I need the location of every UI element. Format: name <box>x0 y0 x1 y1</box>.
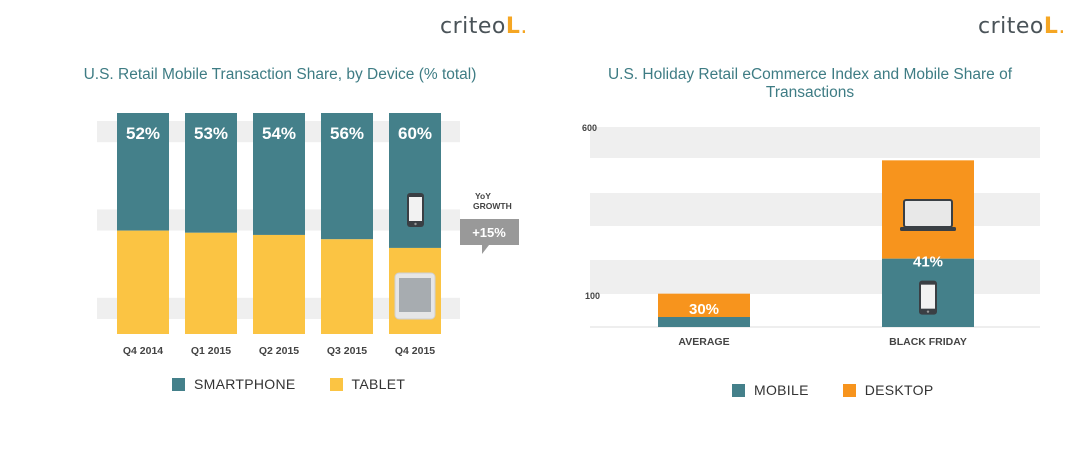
bar-value-label: 54% <box>262 124 296 143</box>
bar-tablet <box>321 239 373 334</box>
x-tick-label: Q3 2015 <box>327 345 367 357</box>
chart-title-left: U.S. Retail Mobile Transaction Share, by… <box>83 66 477 83</box>
grid-stripe <box>590 127 1040 158</box>
bar-tablet <box>185 232 237 334</box>
growth-label-line1: YoY <box>475 191 491 201</box>
bar-value-label: 41% <box>913 254 943 271</box>
laptop-icon <box>900 199 956 231</box>
legend-swatch-mobile <box>732 383 745 397</box>
legend-item-mobile: MOBILE <box>732 382 809 398</box>
y-tick-label: 600 <box>582 123 597 133</box>
legend-label-tablet: TABLET <box>351 376 406 392</box>
legend-label-mobile: MOBILE <box>754 382 809 398</box>
legend-swatch-smartphone <box>172 377 185 391</box>
bar-value-label: 52% <box>126 124 160 143</box>
growth-badge <box>460 219 519 254</box>
x-tick-label: AVERAGE <box>678 336 729 348</box>
legend-label-smartphone: SMARTPHONE <box>194 376 296 392</box>
brand-logo-left: criteoL. <box>440 14 528 39</box>
bar-value-label: 53% <box>194 124 228 143</box>
bar-value-label: 56% <box>330 124 364 143</box>
growth-label-line2: GROWTH <box>473 201 512 211</box>
legend-item-desktop: DESKTOP <box>842 382 934 398</box>
x-tick-label: Q4 2014 <box>123 345 163 357</box>
bar-value-label: 60% <box>398 124 432 143</box>
growth-value: +15% <box>472 225 506 240</box>
legend-label-desktop: DESKTOP <box>864 382 934 398</box>
smartphone-icon <box>407 193 424 227</box>
legend-item-tablet: TABLET <box>329 376 406 392</box>
bar-smartphone <box>185 113 237 233</box>
legend-swatch-desktop <box>842 383 856 397</box>
bar-smartphone <box>321 113 373 240</box>
bar-tablet <box>117 230 169 334</box>
bar-tablet <box>253 234 305 334</box>
x-tick-label: Q1 2015 <box>191 345 231 357</box>
legend-left: SMARTPHONE TABLET <box>172 376 431 392</box>
legend-swatch-tablet <box>329 377 343 391</box>
brand-logo-right: criteoL. <box>978 14 1066 39</box>
bar-desktop <box>658 293 750 317</box>
chart-title-right: U.S. Holiday Retail eCommerce Index and … <box>607 66 1013 101</box>
x-tick-label: BLACK FRIDAY <box>889 336 967 348</box>
legend-right: MOBILE DESKTOP <box>732 382 959 398</box>
bar-mobile <box>658 317 750 327</box>
legend-item-smartphone: SMARTPHONE <box>172 376 296 392</box>
x-tick-label: Q2 2015 <box>259 345 299 357</box>
smartphone-icon <box>919 280 937 315</box>
x-tick-label: Q4 2015 <box>395 345 435 357</box>
tablet-icon <box>394 272 436 320</box>
bar-smartphone <box>253 113 305 235</box>
y-tick-label: 100 <box>585 291 600 301</box>
bar-value-label: 30% <box>689 301 719 318</box>
bar-smartphone <box>117 113 169 231</box>
